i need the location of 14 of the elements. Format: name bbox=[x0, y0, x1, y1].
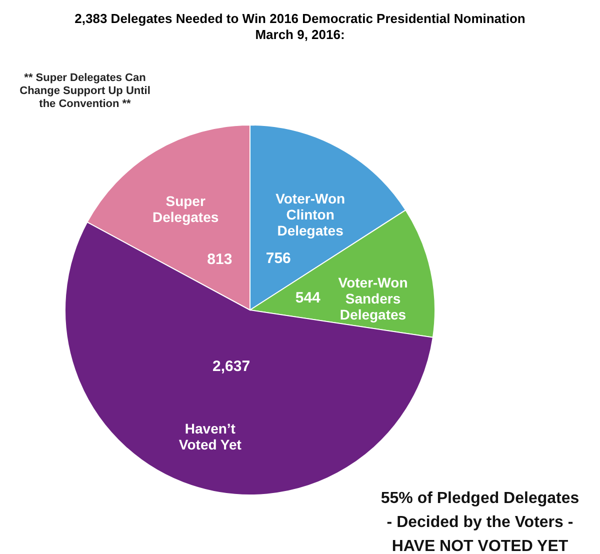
slice-label: Super Delegates bbox=[152, 192, 219, 225]
text: ** Super Delegates Can Change Support Up Until the Convention ** bbox=[20, 72, 150, 110]
slice-label: Haven’t Voted Yet bbox=[178, 420, 242, 452]
data-label: 544 bbox=[295, 290, 322, 307]
text: 55% of Pledged Delegates bbox=[380, 490, 580, 507]
data-label: 756 bbox=[266, 250, 291, 268]
data-label: 2,637 bbox=[212, 358, 250, 376]
text: - Decided by the Voters - bbox=[386, 514, 574, 531]
chart-title: 2,383 Delegates Needed to Win 2016 Democratic Presidential Nomination bbox=[74, 11, 526, 26]
text: HAVE NOT VOTED YET bbox=[392, 538, 568, 554]
data-label: 813 bbox=[207, 251, 232, 268]
slice-label: Voter-Won Sanders Delegates bbox=[338, 274, 408, 323]
slice-label: Voter-Won Clinton Delegates bbox=[276, 190, 346, 239]
chart-subtitle: March 9, 2016: bbox=[255, 27, 345, 42]
